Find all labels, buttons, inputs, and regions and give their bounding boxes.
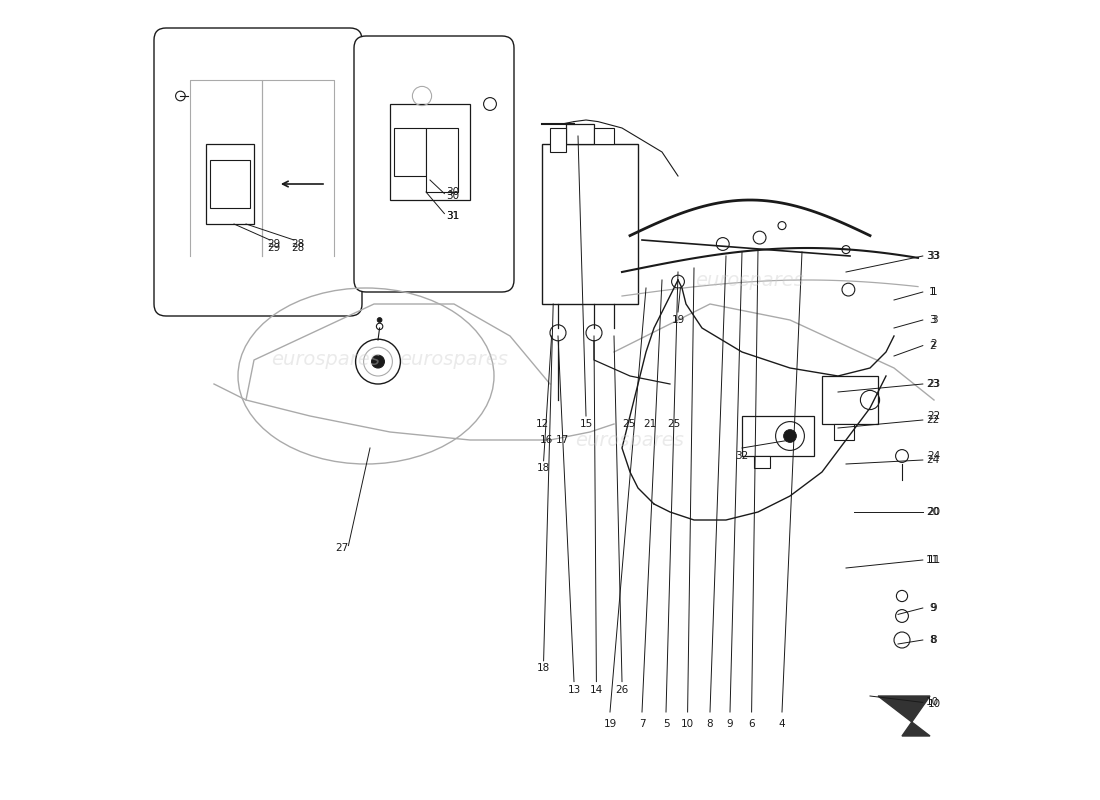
Text: 26: 26 <box>615 685 628 694</box>
Text: 19: 19 <box>604 719 617 729</box>
Text: 14: 14 <box>590 685 603 694</box>
Bar <box>394 128 426 176</box>
Text: 6: 6 <box>748 719 755 729</box>
Text: 4: 4 <box>779 719 785 729</box>
Text: 8: 8 <box>931 635 937 645</box>
Text: 2: 2 <box>931 339 937 349</box>
Text: 11: 11 <box>926 555 939 565</box>
Text: 33: 33 <box>926 251 939 261</box>
Text: 16: 16 <box>539 435 552 445</box>
Text: 1: 1 <box>930 287 936 297</box>
Text: 19: 19 <box>671 315 684 325</box>
Text: 3: 3 <box>931 315 937 325</box>
Circle shape <box>842 246 850 254</box>
Text: 13: 13 <box>568 685 581 694</box>
Text: 10: 10 <box>926 698 939 707</box>
Text: 22: 22 <box>926 415 939 425</box>
FancyBboxPatch shape <box>354 36 514 292</box>
FancyBboxPatch shape <box>154 28 362 316</box>
Bar <box>822 376 878 424</box>
Text: 17: 17 <box>556 435 569 445</box>
Text: eurospares: eurospares <box>272 350 381 370</box>
Text: 2: 2 <box>930 341 936 350</box>
Text: 27: 27 <box>336 543 349 553</box>
Bar <box>754 456 770 468</box>
Text: 8: 8 <box>930 635 936 645</box>
Text: eurospares: eurospares <box>575 430 684 450</box>
Bar <box>742 416 814 456</box>
Bar <box>566 124 594 144</box>
Circle shape <box>372 355 384 368</box>
Bar <box>834 424 854 440</box>
Circle shape <box>778 222 786 230</box>
Text: 15: 15 <box>580 419 593 429</box>
Bar <box>206 144 254 224</box>
Bar <box>550 128 566 152</box>
Polygon shape <box>878 696 930 736</box>
Text: 12: 12 <box>536 419 549 429</box>
Bar <box>210 160 250 208</box>
Bar <box>426 128 458 192</box>
Text: 21: 21 <box>644 419 657 429</box>
Text: 8: 8 <box>706 719 713 729</box>
Text: 22: 22 <box>927 411 940 421</box>
Text: 23: 23 <box>926 379 939 389</box>
Circle shape <box>672 275 684 288</box>
Text: 7: 7 <box>639 719 646 729</box>
Text: 5: 5 <box>662 719 669 729</box>
Text: 29: 29 <box>267 239 280 249</box>
Text: 9: 9 <box>930 603 936 613</box>
Circle shape <box>783 430 796 442</box>
Text: 30: 30 <box>446 191 459 201</box>
Text: 25: 25 <box>621 419 635 429</box>
Text: 9: 9 <box>931 603 937 613</box>
Text: 20: 20 <box>926 507 939 517</box>
Text: 20: 20 <box>927 507 940 517</box>
Bar <box>542 144 638 304</box>
Text: 3: 3 <box>930 315 936 325</box>
Text: 28: 28 <box>292 239 305 249</box>
Text: 28: 28 <box>292 243 305 253</box>
Text: 24: 24 <box>927 451 940 461</box>
Text: 31: 31 <box>446 211 459 221</box>
Text: 31: 31 <box>446 211 459 221</box>
Circle shape <box>842 283 855 296</box>
Bar <box>390 104 470 200</box>
Text: eurospares: eurospares <box>695 270 804 290</box>
Text: 33: 33 <box>927 251 940 261</box>
Circle shape <box>377 318 382 322</box>
Bar <box>594 128 614 144</box>
Text: 18: 18 <box>537 463 550 473</box>
Text: 23: 23 <box>927 379 940 389</box>
Text: 30: 30 <box>446 187 459 197</box>
Text: 18: 18 <box>537 663 550 673</box>
Text: 32: 32 <box>736 451 749 461</box>
Circle shape <box>754 231 766 244</box>
Text: 1: 1 <box>931 287 937 297</box>
Text: 11: 11 <box>927 555 940 565</box>
Text: 25: 25 <box>668 419 681 429</box>
Text: 29: 29 <box>267 243 280 253</box>
Text: eurospares: eurospares <box>399 350 508 370</box>
Circle shape <box>716 238 729 250</box>
Text: 10: 10 <box>927 699 940 709</box>
Text: 10: 10 <box>681 719 694 729</box>
Text: 9: 9 <box>727 719 734 729</box>
Text: 24: 24 <box>926 455 939 465</box>
